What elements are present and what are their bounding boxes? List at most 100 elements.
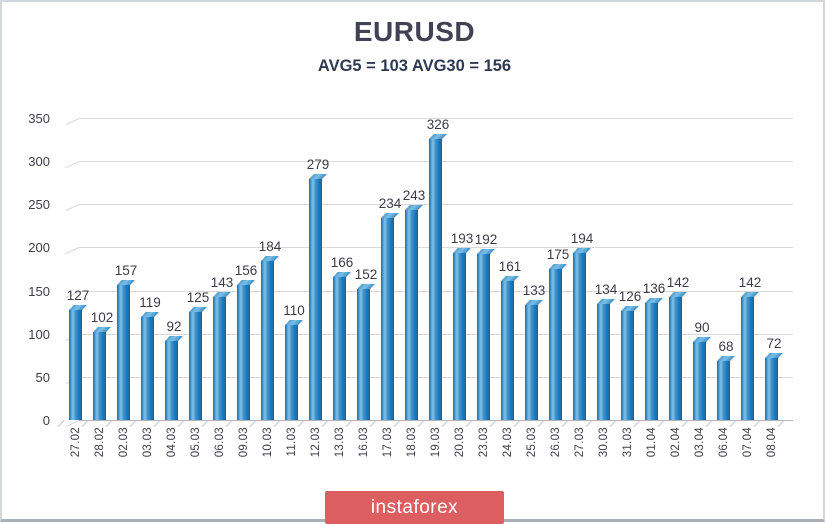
gridline-depth-segment xyxy=(65,247,80,255)
bar xyxy=(765,357,778,420)
x-tick-label: 13.03 xyxy=(333,427,346,458)
bar-value-label: 125 xyxy=(186,290,210,306)
bar xyxy=(693,342,706,420)
bar-value-label: 175 xyxy=(546,247,570,262)
bar-value-label: 143 xyxy=(210,274,234,290)
gridline-depth-segment xyxy=(65,420,80,427)
bar-value-label: 184 xyxy=(258,239,282,255)
gridline-depth-segment xyxy=(65,118,80,125)
bar xyxy=(357,288,370,420)
x-tick-label: 06.04 xyxy=(717,427,730,458)
bar-value-label: 72 xyxy=(766,335,782,351)
x-tick-label: 26.03 xyxy=(549,427,562,458)
bar xyxy=(429,138,442,420)
bar xyxy=(141,317,154,420)
bar xyxy=(525,305,538,420)
bar xyxy=(453,253,466,420)
x-tick-label: 18.03 xyxy=(405,427,418,458)
bar-value-label: 243 xyxy=(402,188,426,204)
bar xyxy=(573,252,586,420)
x-tick-label: 12.03 xyxy=(309,427,322,458)
bar xyxy=(477,254,490,420)
bar-value-label: 92 xyxy=(166,318,182,334)
bar-value-label: 326 xyxy=(426,116,450,132)
y-tick-label: 200 xyxy=(28,240,50,256)
bar xyxy=(261,261,274,420)
bar-value-label: 126 xyxy=(618,289,642,305)
bar xyxy=(117,284,130,420)
bar xyxy=(645,302,658,420)
chart-subtitle: AVG5 = 103 AVG30 = 156 xyxy=(317,57,512,75)
x-tick-label: 01.04 xyxy=(645,427,658,458)
x-tick-label: 02.04 xyxy=(669,427,682,458)
y-tick-label: 300 xyxy=(28,154,50,170)
bar xyxy=(213,296,226,420)
x-tick-label: 27.03 xyxy=(573,427,586,458)
y-tick-label: 100 xyxy=(28,326,50,342)
gridline xyxy=(79,420,793,421)
bar xyxy=(501,281,514,420)
bar-value-label: 192 xyxy=(474,232,498,248)
y-tick-label: 50 xyxy=(35,369,50,385)
bar-value-label: 142 xyxy=(738,275,762,291)
x-tick-label: 11.03 xyxy=(285,427,298,457)
floor-tick xyxy=(57,419,64,427)
x-tick-label: 16.03 xyxy=(357,427,370,458)
instaforex-logo-banner: instaforex xyxy=(325,491,504,524)
y-tick-label: 150 xyxy=(28,283,50,299)
x-tick-label: 20.03 xyxy=(453,427,466,458)
bar-value-label: 142 xyxy=(666,275,690,291)
x-tick-label: 27.02 xyxy=(69,427,82,458)
bar-value-label: 136 xyxy=(642,280,666,296)
x-tick-label: 24.03 xyxy=(501,427,514,458)
bar xyxy=(621,311,634,420)
bar-value-label: 161 xyxy=(498,259,522,275)
gridline xyxy=(79,118,793,119)
chart-title: EURUSD xyxy=(353,16,476,47)
x-tick-label: 09.03 xyxy=(237,427,250,458)
bar-value-label: 279 xyxy=(306,157,330,173)
x-tick-label: 04.03 xyxy=(165,427,178,458)
bar-value-label: 152 xyxy=(354,266,378,282)
bar xyxy=(285,325,298,420)
bar xyxy=(381,218,394,420)
bar xyxy=(717,361,730,420)
bar-value-label: 234 xyxy=(378,196,402,212)
bar-value-label: 110 xyxy=(283,303,305,319)
x-tick-label: 03.04 xyxy=(693,427,706,458)
bar-value-label: 90 xyxy=(694,320,710,336)
y-tick-label: 0 xyxy=(42,413,50,428)
bar-value-label: 68 xyxy=(718,339,734,355)
x-tick-label: 31.03 xyxy=(621,427,634,458)
bar xyxy=(549,269,562,420)
bar-value-label: 157 xyxy=(114,262,138,278)
bar xyxy=(309,179,322,420)
x-tick-label: 08.04 xyxy=(765,427,778,458)
x-tick-label: 30.03 xyxy=(597,427,610,458)
y-tick-label: 350 xyxy=(28,111,50,126)
bar-value-label: 156 xyxy=(234,263,258,279)
x-tick-label: 28.02 xyxy=(93,427,106,458)
bar xyxy=(405,210,418,420)
bar xyxy=(237,285,250,420)
bar-value-label: 194 xyxy=(570,230,594,246)
bar xyxy=(69,310,82,420)
x-tick-label: 19.03 xyxy=(429,427,442,458)
x-tick-label: 25.03 xyxy=(525,427,538,458)
x-tick-label: 02.03 xyxy=(117,427,130,458)
x-tick-label: 07.04 xyxy=(741,427,754,458)
bar-value-label: 133 xyxy=(522,283,546,299)
bar-value-label: 193 xyxy=(450,231,474,247)
bar xyxy=(741,297,754,420)
x-tick-label: 17.03 xyxy=(381,427,394,458)
bar xyxy=(669,297,682,420)
bar xyxy=(333,276,346,420)
x-tick-label: 06.03 xyxy=(213,427,226,458)
bar-value-label: 119 xyxy=(139,295,161,311)
x-tick-label: 03.03 xyxy=(141,427,154,458)
bar xyxy=(93,331,106,420)
gridline-depth-segment xyxy=(65,161,80,169)
instaforex-logo-text: instaforex xyxy=(370,496,459,518)
bar xyxy=(189,312,202,420)
